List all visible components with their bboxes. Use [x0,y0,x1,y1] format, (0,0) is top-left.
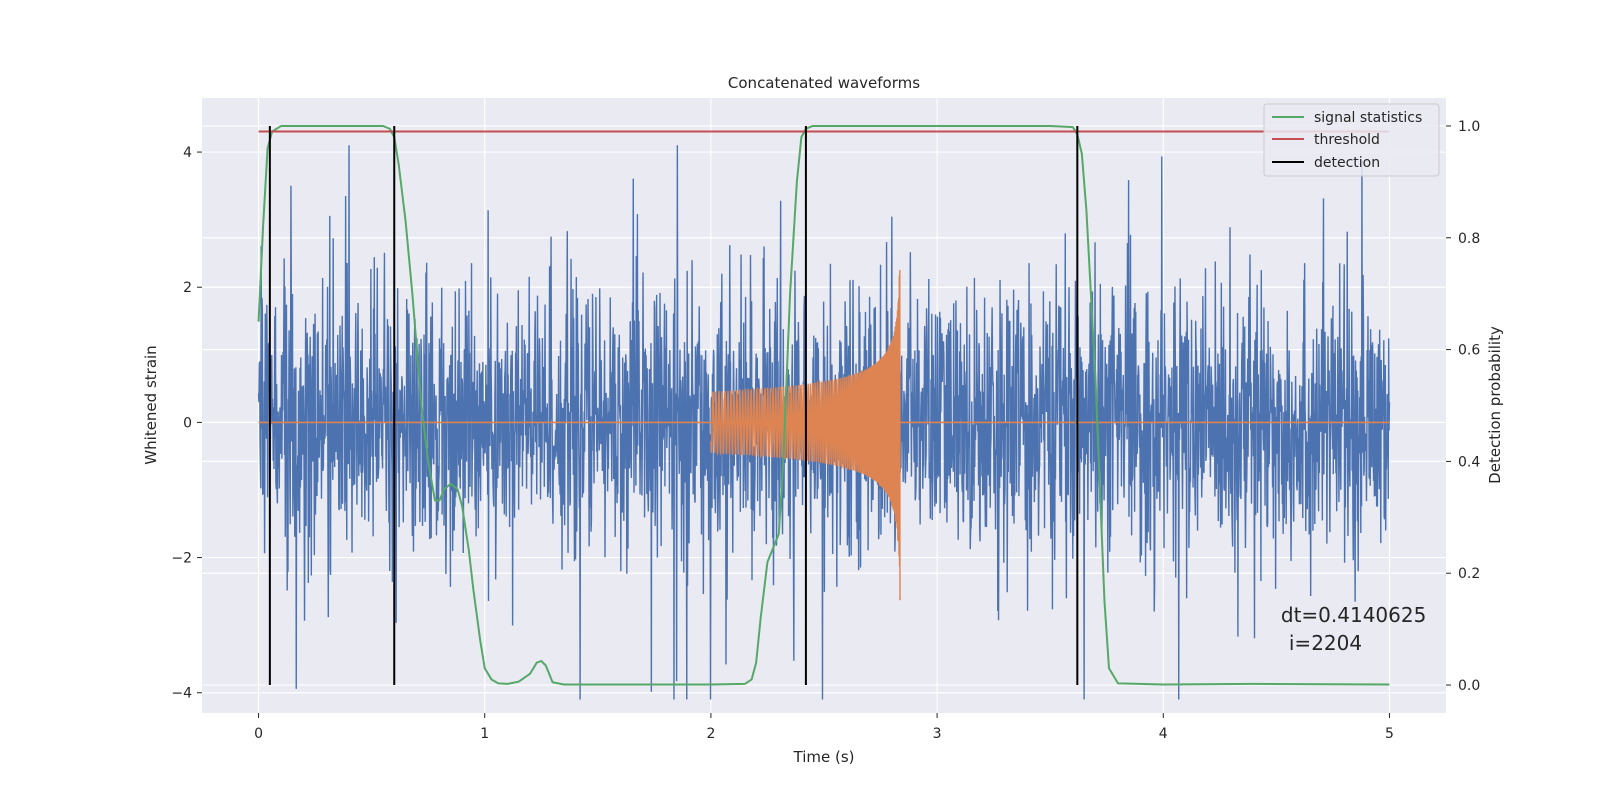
x-tick-label: 2 [706,726,715,742]
y-tick-label: 0 [183,415,192,431]
y2-axis-label: Detection probability [1486,326,1504,484]
legend: signal statistics threshold detection [1263,103,1440,177]
y-tick-label: −4 [171,686,192,702]
y2-tick-label: 0.6 [1458,343,1480,359]
annotation-index: i=2204 [1289,631,1362,655]
y2-tick-label: 0.2 [1458,566,1480,582]
chart-title: Concatenated waveforms [728,74,920,92]
x-tick-label: 3 [933,726,942,742]
legend-label-signal-statistics: signal statistics [1314,110,1422,126]
legend-label-threshold: threshold [1314,132,1380,148]
y-tick-label: 4 [183,145,192,161]
x-tick-label: 4 [1159,726,1168,742]
annotation-dt: dt=0.4140625 [1281,603,1426,627]
y2-tick-label: 1.0 [1458,119,1480,135]
x-tick-label: 1 [480,726,489,742]
y-tick-label: −2 [171,551,192,567]
x-axis-label: Time (s) [793,748,855,766]
x-tick-label: 0 [254,726,263,742]
y-axis-label: Whitened strain [142,345,160,464]
y2-tick-label: 0.4 [1458,454,1480,470]
x-tick-label: 5 [1385,726,1394,742]
y2-tick-label: 0.0 [1458,678,1480,694]
legend-label-detection: detection [1314,155,1380,171]
y-tick-label: 2 [183,280,192,296]
y2-tick-label: 0.8 [1458,231,1480,247]
legend-box [1263,103,1440,177]
